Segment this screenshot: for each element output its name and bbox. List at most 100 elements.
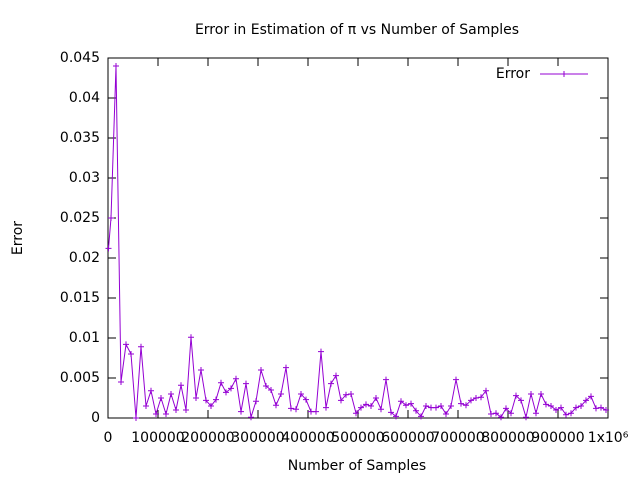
data-point — [153, 411, 159, 417]
data-point — [468, 397, 474, 404]
data-point — [328, 380, 334, 387]
data-point — [158, 395, 164, 401]
chart-title: Error in Estimation of π vs Number of Sa… — [195, 22, 519, 38]
data-point — [338, 397, 344, 404]
data-point — [278, 391, 284, 397]
data-point — [588, 393, 594, 400]
data-point — [573, 404, 579, 411]
data-point — [358, 404, 364, 411]
data-point — [228, 385, 234, 392]
data-point — [173, 407, 179, 413]
data-point — [113, 63, 119, 69]
data-point — [493, 410, 499, 417]
x-tick-label: 500000 — [331, 430, 384, 446]
y-axis-label: Error — [10, 221, 26, 255]
data-point — [303, 396, 309, 403]
legend-label: Error — [496, 66, 530, 82]
data-point — [448, 403, 454, 409]
data-point — [433, 404, 439, 411]
data-point — [418, 413, 424, 420]
x-tick-label: 300000 — [231, 430, 284, 446]
data-point — [293, 406, 299, 413]
data-point — [148, 387, 154, 394]
data-point — [223, 389, 229, 396]
y-tick-label: 0.02 — [69, 250, 100, 266]
data-point — [413, 407, 419, 414]
data-point — [218, 379, 224, 386]
x-tick-label: 0 — [104, 430, 113, 446]
data-point — [488, 411, 494, 417]
data-point — [253, 398, 259, 405]
data-point — [233, 375, 239, 382]
data-point — [363, 401, 369, 408]
data-point — [353, 410, 359, 417]
data-point — [378, 406, 384, 413]
data-point — [105, 245, 112, 252]
data-point — [283, 364, 289, 371]
data-point — [408, 400, 414, 407]
data-point — [163, 411, 169, 417]
y-tick-label: 0.04 — [69, 90, 100, 106]
data-point — [498, 414, 504, 421]
x-tick-label: 700000 — [431, 430, 484, 446]
data-point — [553, 407, 559, 413]
data-point — [333, 372, 339, 379]
data-point — [368, 403, 374, 409]
data-point — [178, 382, 184, 389]
data-point — [108, 215, 114, 221]
data-point — [263, 383, 269, 389]
y-tick-label: 0.025 — [60, 210, 100, 226]
x-tick-label: 1x10⁶ — [588, 430, 629, 446]
legend-marker — [561, 71, 567, 77]
data-point — [398, 398, 404, 405]
data-point — [528, 391, 534, 397]
y-tick-label: 0.045 — [60, 50, 100, 66]
data-point — [243, 380, 249, 387]
data-point — [568, 410, 574, 417]
data-point — [133, 415, 139, 421]
data-point — [473, 395, 479, 401]
data-point — [383, 376, 389, 383]
data-point — [438, 403, 444, 409]
data-point — [138, 343, 144, 350]
data-point — [483, 387, 489, 394]
data-point — [313, 408, 319, 415]
data-point — [578, 403, 584, 409]
data-point — [123, 341, 129, 348]
y-tick-label: 0.03 — [69, 170, 100, 186]
data-point — [458, 400, 464, 407]
data-point — [563, 411, 569, 418]
data-point — [388, 409, 394, 416]
data-point — [508, 410, 514, 417]
data-point — [463, 402, 469, 409]
data-point — [183, 407, 189, 413]
data-point — [248, 414, 254, 421]
x-tick-label: 900000 — [531, 430, 584, 446]
data-point — [143, 403, 149, 409]
data-point — [318, 348, 324, 355]
data-point — [268, 387, 274, 393]
data-point — [403, 402, 409, 409]
x-tick-label: 600000 — [381, 430, 434, 446]
data-point — [238, 408, 244, 415]
x-tick-label: 800000 — [481, 430, 534, 446]
data-point — [603, 407, 609, 413]
data-point — [188, 334, 194, 341]
y-tick-label: 0.005 — [60, 370, 100, 386]
data-point — [213, 396, 219, 403]
data-point — [518, 397, 524, 404]
data-point — [393, 413, 399, 420]
data-point — [348, 391, 354, 397]
data-point — [548, 403, 554, 409]
data-point — [443, 411, 449, 417]
data-point — [273, 402, 279, 409]
data-point — [543, 401, 549, 408]
data-point — [583, 397, 589, 404]
data-point — [598, 404, 604, 411]
data-point — [503, 405, 509, 412]
data-point — [298, 391, 304, 397]
plot-border — [107, 57, 609, 419]
data-point — [193, 395, 199, 401]
data-point — [523, 414, 529, 421]
